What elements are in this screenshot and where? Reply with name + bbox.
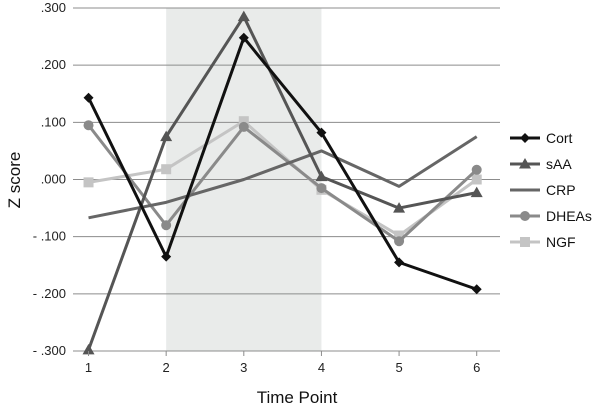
- data-point-ngf: [238, 116, 249, 127]
- data-point-cort: [394, 257, 405, 268]
- data-point-cort: [83, 92, 94, 103]
- data-point-ngf: [394, 230, 405, 241]
- data-point-saa: [470, 186, 483, 198]
- data-point-saa: [393, 202, 406, 213]
- y-tick-label: - .200: [33, 286, 66, 301]
- data-point-saa: [237, 10, 250, 22]
- x-tick-label: 5: [395, 360, 402, 375]
- data-point-cort: [316, 127, 327, 138]
- data-point-dheas: [161, 220, 172, 231]
- y-axis-title: Z score: [5, 152, 24, 209]
- data-point-ngf: [471, 174, 482, 185]
- data-point-ngf: [83, 177, 94, 188]
- legend-marker-dheas: [520, 211, 530, 221]
- legend-label-crp: CRP: [546, 182, 576, 198]
- x-tick-label: 6: [473, 360, 480, 375]
- legend-label-ngf: NGF: [546, 234, 576, 250]
- data-point-dheas: [394, 236, 405, 247]
- legend-marker-ngf: [520, 237, 530, 247]
- y-tick-label: .300: [41, 0, 66, 15]
- y-tick-label: .200: [41, 57, 66, 72]
- legend-marker-cort: [520, 133, 530, 143]
- legend-label-saa: sAA: [546, 156, 572, 172]
- data-point-dheas: [83, 120, 94, 131]
- x-tick-label: 2: [163, 360, 170, 375]
- series-line-saa: [87, 15, 478, 351]
- data-point-saa: [160, 130, 173, 142]
- y-tick-label: .000: [41, 172, 66, 187]
- series-line-cort: [87, 36, 478, 291]
- data-point-cort: [471, 284, 482, 295]
- y-tick-label: - .300: [33, 343, 66, 358]
- legend-marker-saa: [519, 158, 531, 169]
- data-point-dheas: [471, 164, 482, 175]
- series-line-dheas: [87, 124, 478, 243]
- data-point-cort: [161, 251, 172, 262]
- data-point-cort: [238, 32, 249, 43]
- data-point-saa: [315, 170, 328, 182]
- y-tick-label: .100: [41, 114, 66, 129]
- data-point-dheas: [238, 121, 249, 132]
- legend-label-cort: Cort: [546, 130, 573, 146]
- x-tick-label: 4: [318, 360, 325, 375]
- x-tick-label: 1: [85, 360, 92, 375]
- x-tick-label: 3: [240, 360, 247, 375]
- data-point-ngf: [161, 164, 172, 175]
- series-line-crp: [88, 135, 478, 220]
- data-point-saa: [82, 343, 95, 355]
- legend-label-dheas: DHEAs: [546, 208, 592, 224]
- data-point-dheas: [316, 183, 327, 194]
- y-tick-label: - .100: [33, 229, 66, 244]
- x-axis-title: Time Point: [257, 388, 338, 407]
